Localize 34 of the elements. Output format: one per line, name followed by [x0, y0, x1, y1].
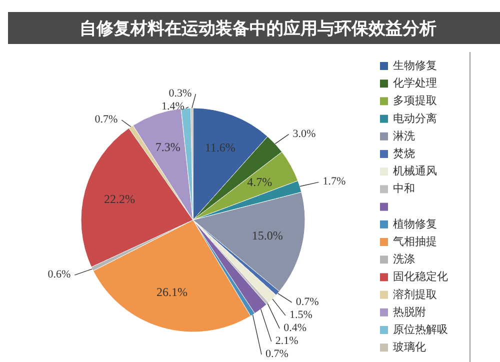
data-label: 11.6% [204, 140, 236, 155]
legend-label: 化学处理 [393, 76, 437, 90]
data-label: 0.7% [296, 296, 319, 308]
data-label: 1.4% [162, 100, 184, 113]
legend-label: 玻璃化 [393, 340, 426, 354]
data-label: 0.3% [168, 88, 192, 100]
data-label: 22.2% [104, 192, 135, 206]
legend-label: 生物修复 [393, 59, 437, 72]
legend-label: 淋洗 [393, 129, 415, 142]
legend-label: 热脱附 [393, 305, 426, 318]
data-label: 3.0% [292, 128, 316, 140]
data-label: 2.1% [275, 334, 298, 347]
legend-label: 气相抽提 [393, 235, 437, 248]
legend-label: 机械通风 [393, 164, 437, 178]
legend-label: 固化稳定化 [393, 270, 448, 284]
data-label: 4.7% [247, 174, 272, 189]
legend-label: 中和 [393, 182, 415, 196]
legend-label: 焚烧 [393, 147, 415, 160]
data-label: 1.7% [322, 176, 346, 188]
legend-label: 植物修复 [393, 217, 437, 230]
data-label: 7.3% [155, 140, 180, 154]
legend-label: 溶剂提取 [393, 288, 437, 301]
data-label: 0.7% [94, 114, 118, 126]
chart-title: 自修复材料在运动装备中的应用与环保效益分析 [80, 19, 436, 39]
data-label: 1.5% [289, 308, 312, 321]
data-label: 0.4% [284, 322, 306, 334]
legend-label: 洗涤 [393, 252, 415, 266]
data-label: 26.1% [156, 284, 188, 299]
legend-label: 电动分离 [393, 112, 437, 125]
legend-label: 原位热解吸 [393, 323, 448, 336]
legend-label: 多项提取 [393, 94, 437, 108]
data-label: 15.0% [252, 228, 283, 242]
data-label: 0.7% [266, 348, 288, 360]
data-label: 0.6% [48, 268, 71, 281]
